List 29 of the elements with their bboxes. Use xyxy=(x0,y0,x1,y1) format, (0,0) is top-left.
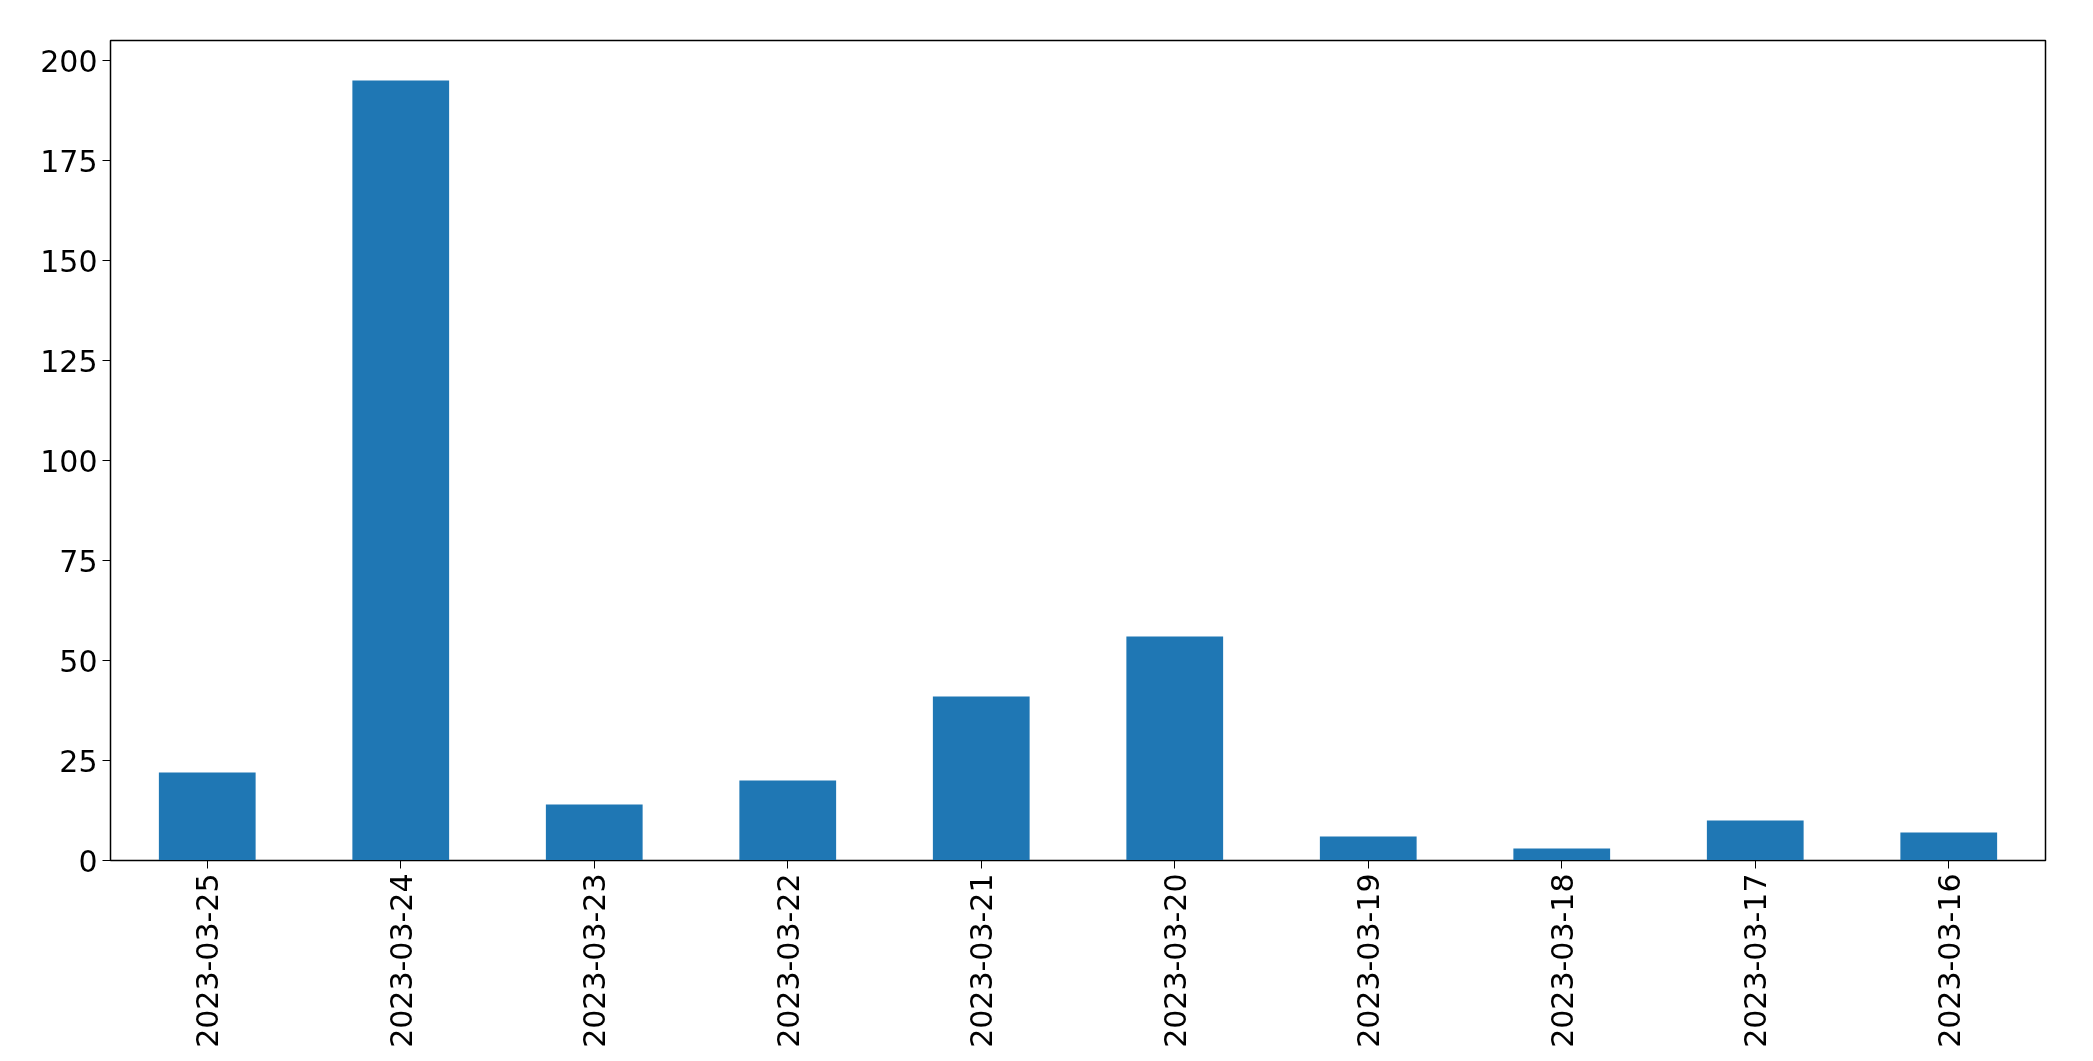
bar xyxy=(1900,832,1998,861)
x-tick-label: 2023-03-22 xyxy=(770,873,806,1048)
x-tick-label: 2023-03-20 xyxy=(1157,873,1193,1048)
y-tick-label: 0 xyxy=(78,843,98,879)
y-tick-label: 25 xyxy=(59,743,98,779)
y-tick-label: 125 xyxy=(40,343,98,379)
bar xyxy=(158,772,256,861)
y-tick-label: 75 xyxy=(59,543,98,579)
x-tick-label: 2023-03-19 xyxy=(1351,873,1387,1048)
x-tick-label: 2023-03-18 xyxy=(1544,873,1580,1048)
bar xyxy=(1126,636,1224,861)
bar xyxy=(1319,836,1417,861)
x-tick-label: 2023-03-21 xyxy=(964,873,1000,1048)
x-tick-label: 2023-03-16 xyxy=(1931,873,1967,1048)
bar xyxy=(932,696,1030,861)
bar xyxy=(545,804,643,861)
x-tick-label: 2023-03-23 xyxy=(577,873,613,1048)
x-tick-label: 2023-03-17 xyxy=(1738,873,1774,1048)
y-tick-label: 175 xyxy=(40,143,98,179)
y-tick-label: 150 xyxy=(40,243,98,279)
x-tick-label: 2023-03-24 xyxy=(383,873,419,1048)
bar xyxy=(1706,820,1804,861)
x-tick-label: 2023-03-25 xyxy=(190,873,226,1048)
y-tick-label: 100 xyxy=(40,443,98,479)
bar xyxy=(1513,848,1611,861)
bar xyxy=(739,780,837,861)
bar xyxy=(352,80,450,861)
y-tick-label: 200 xyxy=(40,43,98,79)
y-tick-label: 50 xyxy=(59,643,98,679)
